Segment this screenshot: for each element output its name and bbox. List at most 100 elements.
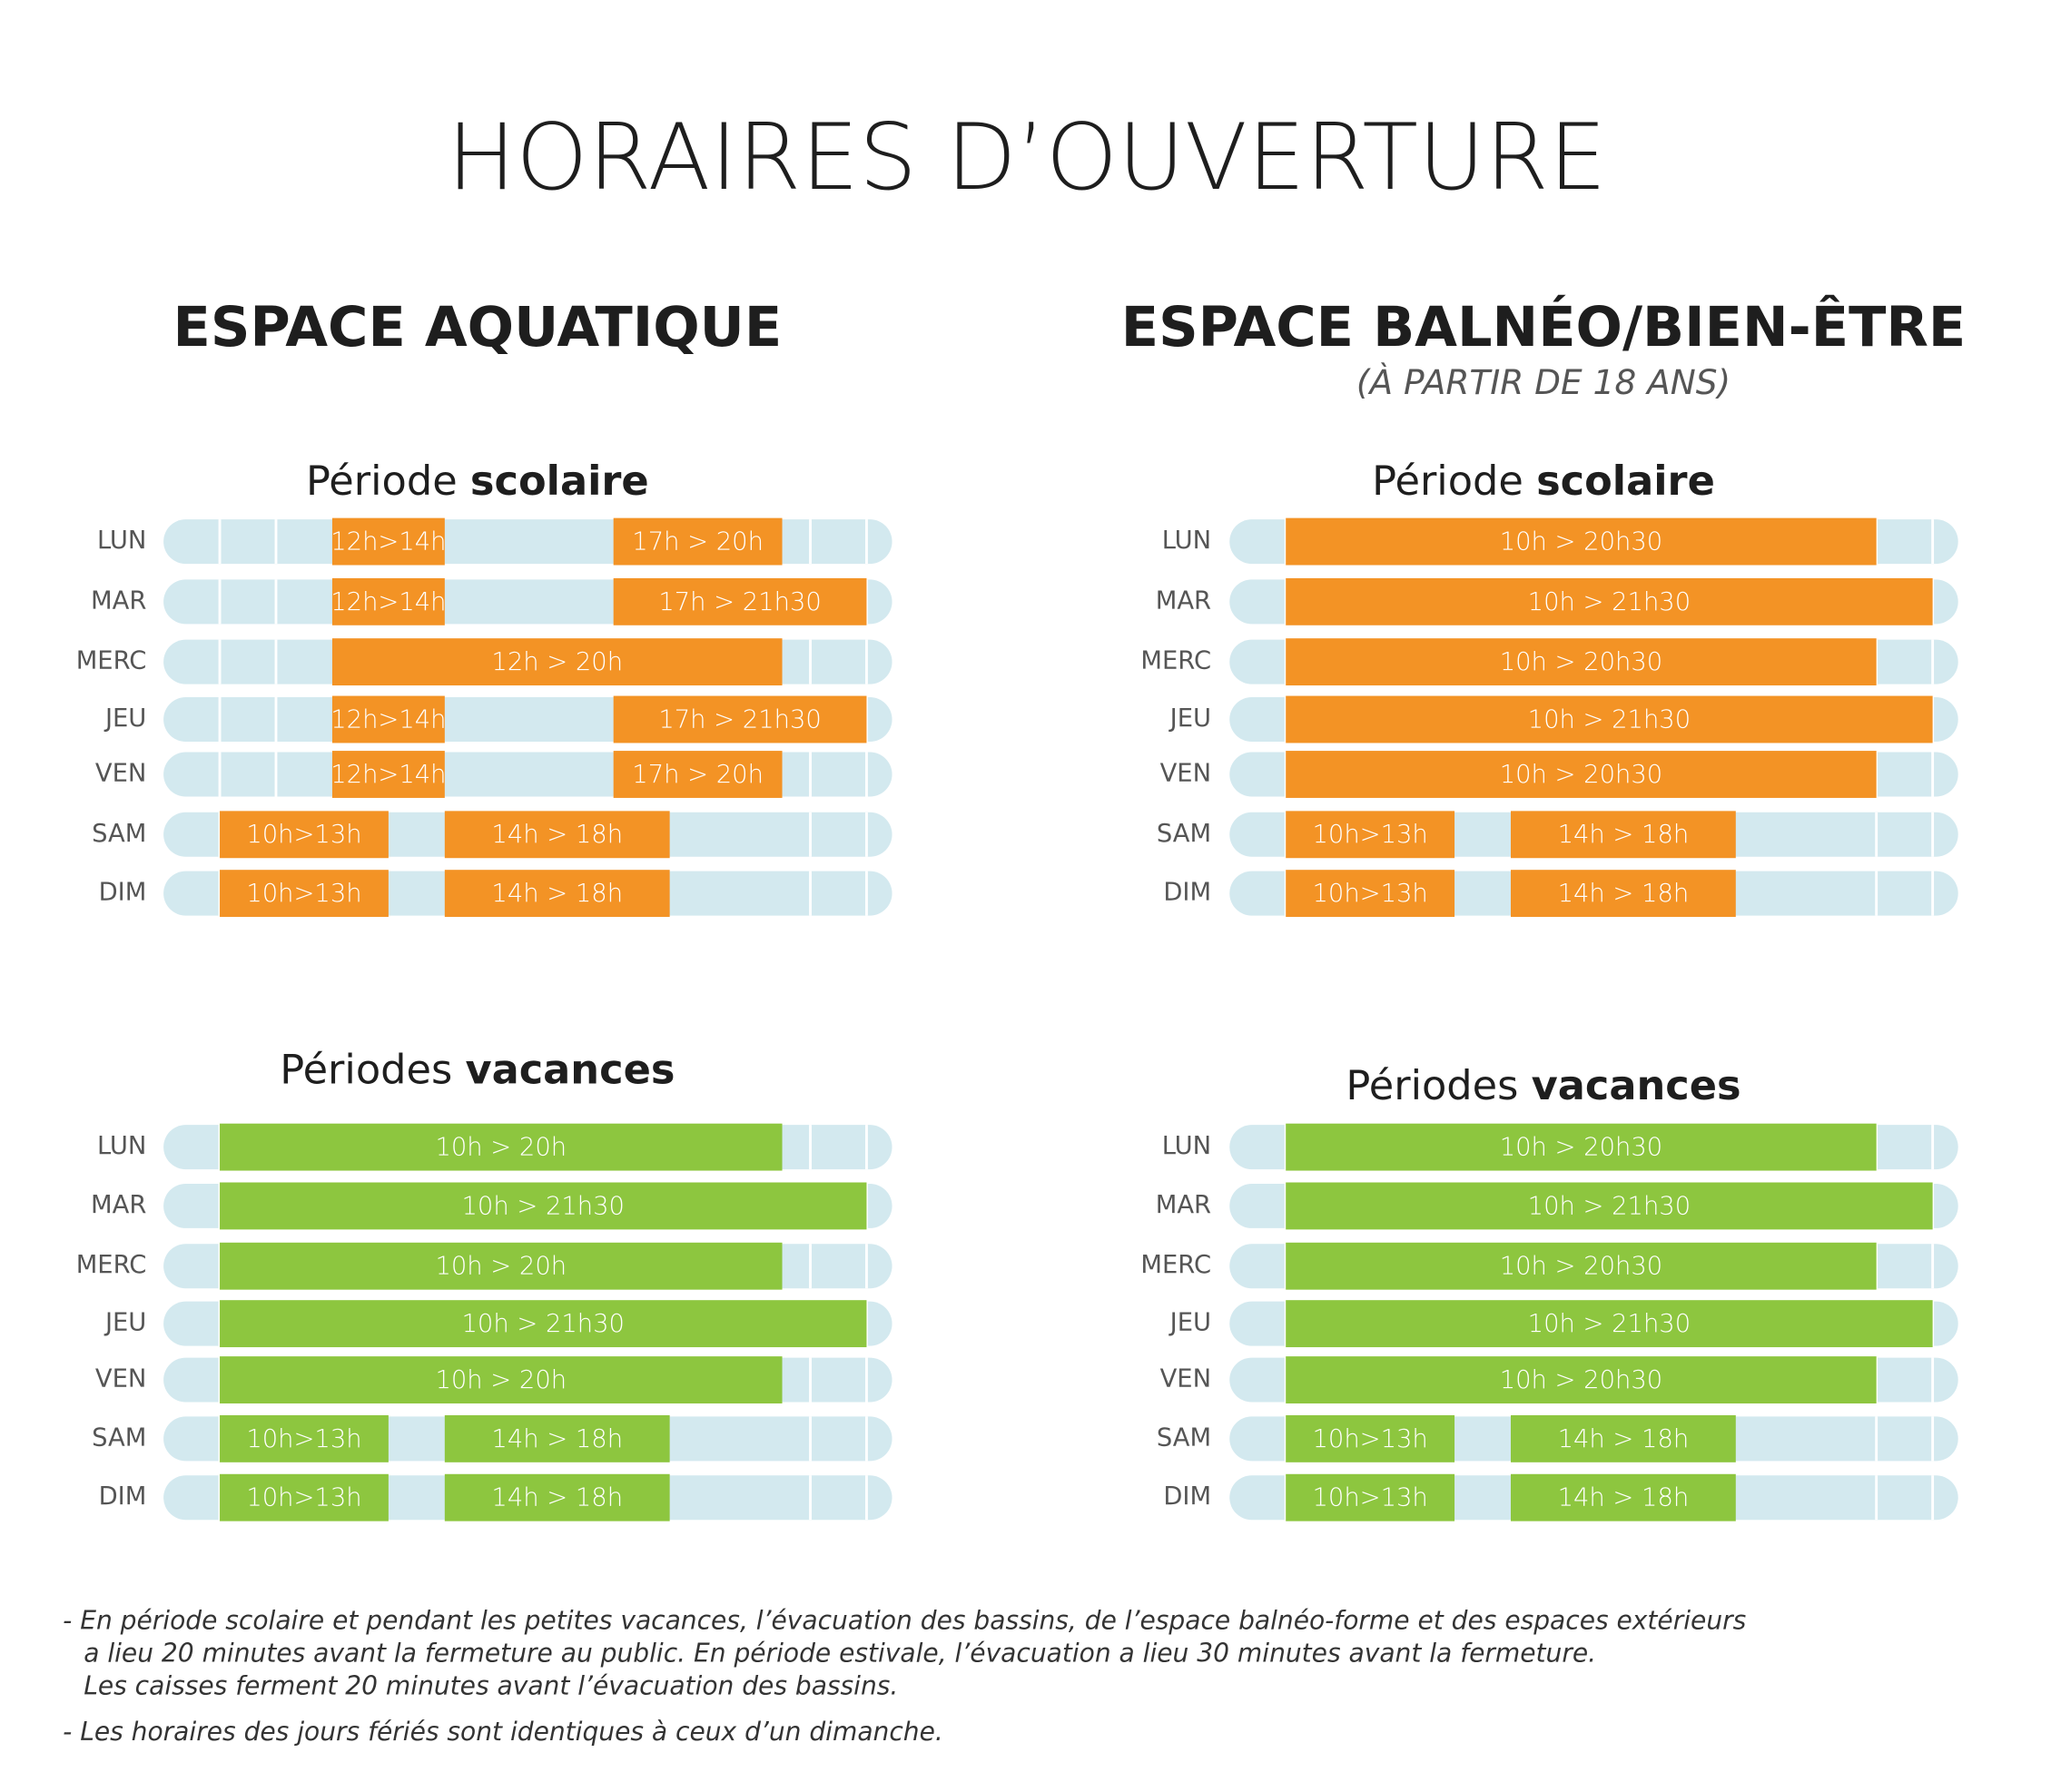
day-label: LUN [1162, 1132, 1211, 1160]
day-label: JEU [1168, 704, 1211, 733]
time-slot-label: 17h > 20h [632, 528, 764, 556]
time-slot-label: 14h > 18h [1558, 1425, 1690, 1453]
time-slot-label: 10h > 21h30 [1528, 1310, 1691, 1338]
day-label: VEN [1160, 760, 1211, 788]
day-label: JEU [104, 1309, 146, 1337]
time-slot [220, 1242, 783, 1290]
time-slot [1286, 1242, 1877, 1290]
time-slot [1510, 811, 1736, 859]
time-slot [220, 1182, 867, 1230]
time-slot-label: 10h > 20h30 [1500, 1366, 1662, 1394]
day-label: DIM [99, 1482, 147, 1511]
time-slot [220, 1123, 783, 1171]
day-label: LUN [97, 527, 146, 555]
time-slot [1286, 1123, 1877, 1171]
time-slot-label: 12h>14h [330, 705, 446, 734]
time-slot-label: 10h>13h [246, 1484, 361, 1512]
section-title: Périodes vacances [1346, 1062, 1740, 1109]
time-slot [220, 1356, 783, 1403]
time-slot-label: 10h > 20h30 [1500, 1253, 1662, 1281]
time-slot [1510, 1473, 1736, 1521]
time-slot [1510, 1414, 1736, 1462]
time-slot-label: 14h > 18h [491, 880, 623, 908]
time-slot [1286, 638, 1877, 686]
footnote: - En période scolaire et pendant les pet… [63, 1606, 1747, 1636]
day-label: JEU [104, 704, 146, 733]
time-slot-label: 12h > 20h [491, 648, 623, 676]
time-slot-label: 10h > 20h30 [1500, 761, 1662, 789]
time-slot-label: 17h > 21h30 [658, 705, 821, 734]
section-title-regular: Périodes [280, 1046, 452, 1093]
time-slot-label: 12h>14h [330, 761, 446, 789]
time-slot-label: 14h > 18h [491, 1425, 623, 1453]
section-title-regular: Périodes [1346, 1062, 1518, 1109]
footnote: a lieu 20 minutes avant la fermeture au … [84, 1639, 1596, 1669]
section-title: Période scolaire [306, 458, 649, 505]
time-slot [1286, 1473, 1455, 1521]
time-slot-label: 10h>13h [246, 880, 361, 908]
time-slot-label: 10h > 20h [435, 1366, 567, 1394]
day-label: MERC [1140, 647, 1211, 675]
time-slot [1286, 811, 1455, 859]
time-slot [1286, 1414, 1455, 1462]
time-slot-label: 10h > 21h30 [1528, 705, 1691, 734]
day-label: SAM [1157, 1423, 1211, 1452]
section-title-bold: scolaire [1536, 458, 1715, 505]
time-slot-label: 14h > 18h [491, 821, 623, 849]
time-slot-label: 14h > 18h [1558, 1484, 1690, 1512]
day-label: VEN [95, 1365, 146, 1393]
day-label: MAR [91, 586, 146, 615]
day-label: DIM [99, 879, 147, 907]
day-label: LUN [1162, 527, 1211, 555]
time-slot-label: 10h>13h [246, 1425, 361, 1453]
day-label: MERC [76, 1251, 147, 1279]
time-slot [331, 517, 445, 566]
time-slot [1286, 751, 1877, 798]
track [163, 752, 892, 797]
time-slot-label: 10h > 20h30 [1500, 1134, 1662, 1162]
time-slot-label: 14h > 18h [1558, 821, 1690, 849]
time-slot-label: 17h > 21h30 [658, 588, 821, 616]
section-title: Périodes vacances [280, 1046, 675, 1093]
time-slot [220, 811, 389, 859]
time-slot [444, 870, 670, 918]
time-slot-label: 10h>13h [1313, 1425, 1428, 1453]
column-title: ESPACE BALNÉO/BIEN-ÊTRE [1121, 294, 1966, 359]
time-slot-label: 10h > 20h30 [1500, 528, 1662, 556]
time-slot-label: 10h > 21h30 [462, 1310, 625, 1338]
day-label: MERC [1140, 1251, 1211, 1279]
time-slot [613, 517, 783, 566]
time-slot-label: 10h>13h [1313, 821, 1428, 849]
time-slot-label: 17h > 20h [632, 761, 764, 789]
day-label: MAR [1156, 586, 1211, 615]
time-slot [444, 1473, 670, 1521]
section-title-bold: scolaire [470, 458, 649, 505]
day-label: JEU [1168, 1309, 1211, 1337]
footnote: Les caisses ferment 20 minutes avant l’é… [84, 1671, 898, 1701]
time-slot [220, 870, 389, 918]
column-title: ESPACE AQUATIQUE [173, 296, 783, 359]
time-slot [1510, 870, 1736, 918]
day-label: DIM [1163, 879, 1211, 907]
time-slot [331, 751, 445, 798]
day-label: SAM [92, 820, 146, 848]
section-title: Période scolaire [1372, 458, 1715, 505]
time-slot-label: 10h>13h [1313, 880, 1428, 908]
time-slot-label: 10h > 20h30 [1500, 648, 1662, 676]
time-slot-label: 10h > 21h30 [462, 1192, 625, 1220]
time-slot [1286, 1356, 1877, 1403]
time-slot [1286, 517, 1877, 566]
time-slot-label: 14h > 18h [491, 1484, 623, 1512]
day-label: VEN [1160, 1365, 1211, 1393]
day-label: MAR [1156, 1191, 1211, 1219]
time-slot [220, 1300, 867, 1348]
day-label: SAM [92, 1423, 146, 1452]
time-slot [1286, 1300, 1933, 1348]
page-title: HORAIRES D’OUVERTURE [447, 103, 1606, 211]
time-slot [613, 695, 867, 743]
time-slot [220, 1414, 389, 1462]
time-slot-label: 12h>14h [330, 588, 446, 616]
time-slot [613, 577, 867, 625]
